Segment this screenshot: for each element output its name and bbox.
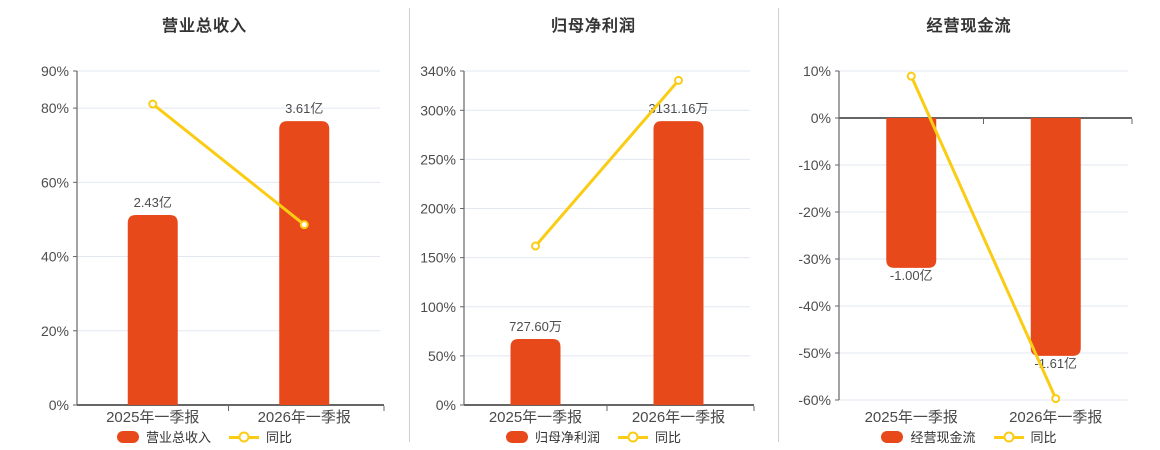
y-tick-label: -50% xyxy=(798,345,831,361)
legend-cash-flow: 经营现金流 同比 xyxy=(778,428,1160,446)
x-category-label: 2025年一季报 xyxy=(489,409,582,426)
yoy-point xyxy=(1051,394,1061,404)
legend-line-label: 同比 xyxy=(1030,429,1057,445)
y-tick-label: 50% xyxy=(428,348,456,364)
chart-svg: 10% 0% -10% -20% -30% -40% -50% -60% -1.00亿 -1.61… xyxy=(798,63,1133,426)
y-tick-label: 40% xyxy=(41,249,69,265)
yoy-point xyxy=(531,241,540,251)
yoy-point xyxy=(148,99,158,109)
bar-series-swatch-icon xyxy=(116,431,139,443)
y-tick-label: 0% xyxy=(49,397,69,413)
legend-item-bar-series[interactable]: 经营现金流 xyxy=(881,429,976,445)
y-tick-label: 60% xyxy=(41,174,69,190)
legend-item-bar-series[interactable]: 营业总收入 xyxy=(116,429,211,445)
y-tick-label: 340% xyxy=(420,63,456,79)
panel-divider xyxy=(778,8,779,442)
y-tick-label: 100% xyxy=(420,299,456,315)
y-tick-label: -20% xyxy=(798,204,831,220)
chart-title-cash-flow: 经营现金流 xyxy=(926,18,1012,35)
x-category-label: 2026年一季报 xyxy=(258,409,351,426)
bar-value-label: 727.60万 xyxy=(509,319,562,334)
y-tick-label: 90% xyxy=(41,63,69,79)
y-tick-label: 300% xyxy=(420,102,456,118)
bar-series-swatch-icon xyxy=(881,431,904,443)
legend-net-profit: 归母净利润 同比 xyxy=(409,428,778,446)
yoy-line xyxy=(909,75,1058,400)
legend-bar-label: 营业总收入 xyxy=(145,429,211,445)
yoy-point xyxy=(299,220,309,230)
bar xyxy=(653,121,704,405)
bar xyxy=(279,121,330,405)
y-tick-label: -60% xyxy=(798,392,831,408)
panel-cash-flow: 经营现金流 10% 0% -10% -20% -30% -40% -50% -60% -1.00… xyxy=(778,0,1160,450)
line-series-marker-icon xyxy=(229,431,259,444)
bar-value-label: 2.43亿 xyxy=(134,195,172,210)
chart-canvas-revenue: 90% 80% 60% 40% 20% 0% 2.43亿 3.61亿 2025年一季报 2026年… xyxy=(0,0,409,450)
bar-series-swatch-icon xyxy=(505,431,528,443)
bar xyxy=(127,214,178,405)
legend-item-line-series[interactable]: 同比 xyxy=(618,431,681,444)
chart-svg: 340% 300% 250% 200% 150% 100% 50% 0% 727.60万 3131… xyxy=(420,63,755,426)
x-category-label: 2026年一季报 xyxy=(632,409,725,426)
bar-value-label: -1.61亿 xyxy=(1034,356,1077,371)
y-tick-label: -30% xyxy=(798,251,831,267)
legend-item-bar-series[interactable]: 归母净利润 xyxy=(505,429,600,445)
y-tick-label: 150% xyxy=(420,250,456,266)
x-category-label: 2026年一季报 xyxy=(1009,409,1102,426)
yoy-point xyxy=(674,75,683,85)
bar xyxy=(1030,118,1081,356)
line-series-marker-icon xyxy=(618,431,648,444)
yoy-line xyxy=(151,102,306,226)
yoy-line xyxy=(534,79,680,248)
legend-item-line-series[interactable]: 同比 xyxy=(993,429,1057,445)
legend-line-label: 同比 xyxy=(266,429,293,445)
y-tick-label: 10% xyxy=(803,63,831,79)
y-tick-label: 80% xyxy=(41,100,69,116)
legend-line-label: 同比 xyxy=(655,429,682,445)
panel-revenue: 营业总收入 90% 80% 60% 40% 20% 0% 2.43亿 3.61亿 2025年一季… xyxy=(0,0,409,450)
chart-title-revenue: 营业总收入 xyxy=(161,18,247,35)
y-tick-label: -10% xyxy=(798,157,831,173)
bar-value-label: 3131.16万 xyxy=(649,101,709,116)
bar-value-label: -1.00亿 xyxy=(890,268,933,283)
y-tick-label: 0% xyxy=(436,397,456,413)
y-tick-label: 200% xyxy=(420,201,456,217)
y-tick-label: -40% xyxy=(798,298,831,314)
x-category-label: 2025年一季报 xyxy=(865,409,958,426)
legend-item-line-series[interactable]: 同比 xyxy=(229,431,292,444)
y-tick-label: 250% xyxy=(420,151,456,167)
legend-bar-label: 归母净利润 xyxy=(534,429,600,445)
y-tick-label: 0% xyxy=(811,110,831,126)
yoy-point xyxy=(906,71,916,81)
legend-revenue: 营业总收入 同比 xyxy=(0,428,409,446)
panel-net-profit: 归母净利润 340% 300% 250% 200% 150% 100% 50% 0% 727.6… xyxy=(409,0,778,450)
chart-canvas-net-profit: 340% 300% 250% 200% 150% 100% 50% 0% 727.60万 3131… xyxy=(409,0,778,450)
bar xyxy=(886,118,937,268)
line-series-marker-icon xyxy=(993,431,1024,444)
chart-canvas-cash-flow: 10% 0% -10% -20% -30% -40% -50% -60% -1.00亿 -1.61… xyxy=(778,0,1160,450)
x-category-label: 2025年一季报 xyxy=(106,409,199,426)
y-tick-label: 20% xyxy=(41,323,69,339)
chart-title-net-profit: 归母净利润 xyxy=(550,18,636,35)
panel-divider xyxy=(409,8,410,442)
bar-value-label: 3.61亿 xyxy=(285,101,323,116)
bar xyxy=(510,338,561,405)
chart-svg: 90% 80% 60% 40% 20% 0% 2.43亿 3.61亿 2025年一季报 2026年… xyxy=(41,63,385,426)
legend-bar-label: 经营现金流 xyxy=(910,429,976,445)
